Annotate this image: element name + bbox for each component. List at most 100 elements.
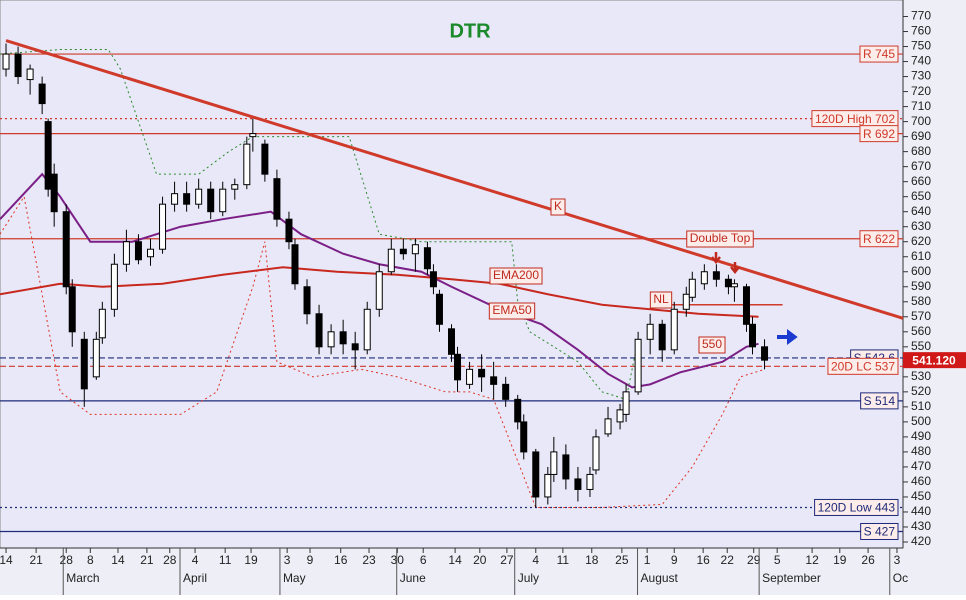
candle-body	[26, 68, 34, 81]
series-line	[0, 195, 765, 508]
candle-body	[285, 218, 293, 243]
y-tick-label: 590	[911, 279, 931, 293]
annotation-box	[698, 336, 726, 354]
y-tick-label: 520	[911, 384, 931, 398]
y-tick-label: 460	[911, 474, 931, 488]
candle-body	[435, 293, 443, 325]
level-label: R 745	[863, 47, 895, 61]
level-label: S 514	[864, 394, 896, 408]
x-tick-label: 3	[894, 553, 901, 567]
month-label: May	[283, 571, 306, 585]
candle-body	[315, 313, 323, 348]
x-tick-label: 16	[334, 553, 348, 567]
annotation: EMA200	[493, 268, 539, 282]
level-label-box	[859, 45, 899, 63]
candle-body	[291, 244, 299, 285]
x-tick-label: 19	[833, 553, 847, 567]
y-tick-label: 770	[911, 9, 931, 23]
x-tick-label: 21	[29, 553, 43, 567]
y-tick-label: 490	[911, 429, 931, 443]
month-label: Oc	[893, 571, 908, 585]
x-tick-label: 11	[219, 553, 232, 567]
candle-body	[592, 436, 600, 471]
candle-body	[14, 53, 22, 78]
candle-body	[183, 193, 191, 205]
candle-body	[423, 247, 431, 270]
candle-body	[98, 308, 106, 339]
candle-body	[110, 263, 118, 310]
y-tick-label: 640	[911, 204, 931, 218]
candle-body	[520, 421, 528, 453]
level-label: 120D Low 443	[818, 501, 896, 515]
candle-body	[303, 286, 311, 315]
arrow	[777, 329, 798, 345]
candle-body	[724, 278, 732, 288]
series-line	[0, 172, 759, 389]
candle-body	[249, 133, 257, 138]
level-label: 20D LC 537	[831, 360, 895, 374]
x-tick-label: 26	[861, 553, 875, 567]
y-tick-label: 530	[911, 369, 931, 383]
candle-body	[454, 353, 462, 381]
candle-body	[586, 473, 594, 490]
candle-body	[448, 328, 455, 355]
y-tick-label: 690	[911, 129, 931, 143]
candle-body	[399, 248, 407, 255]
candle-body	[616, 409, 624, 423]
candle-body	[195, 188, 203, 205]
x-tick-label: 12	[805, 553, 819, 567]
candle-body	[363, 308, 371, 351]
y-tick-label: 670	[911, 159, 931, 173]
level-label-box	[859, 125, 899, 143]
x-tick-label: 30	[391, 553, 405, 567]
candle-body	[134, 241, 142, 261]
last-price-label: 541.120	[912, 353, 956, 367]
candle-body	[502, 383, 510, 400]
x-tick-label: 27	[500, 553, 514, 567]
y-tick-label: 700	[911, 114, 931, 128]
annotation-box	[489, 267, 543, 285]
candle-body	[207, 188, 215, 213]
y-tick-label: 680	[911, 144, 931, 158]
candle-body	[604, 418, 612, 435]
x-tick-label: 28	[60, 553, 74, 567]
arrow	[730, 262, 740, 275]
x-tick-label: 22	[721, 553, 735, 567]
candle-body	[80, 338, 88, 390]
candle-body	[646, 323, 654, 340]
candle-body	[339, 331, 347, 345]
level-label-box	[811, 110, 899, 128]
candle-body	[490, 376, 498, 385]
y-tick-label: 430	[911, 519, 931, 533]
candle-body	[742, 286, 750, 325]
candle-body	[562, 454, 570, 480]
x-tick-label: 21	[140, 553, 154, 567]
x-tick-label: 9	[671, 553, 678, 567]
candle-body	[44, 121, 52, 190]
candle-body	[2, 53, 10, 70]
series-line	[0, 49, 639, 401]
x-tick-label: 23	[362, 553, 376, 567]
y-tick-label: 550	[911, 339, 931, 353]
candle-body	[712, 271, 720, 280]
candle-body	[92, 338, 100, 378]
candle-body	[411, 244, 419, 255]
candle-body	[219, 188, 227, 213]
x-tick-label: 25	[615, 553, 629, 567]
candle-body	[38, 83, 46, 105]
y-tick-label: 630	[911, 219, 931, 233]
candle-body	[514, 398, 522, 423]
level-label-box	[860, 392, 899, 410]
candle-body	[231, 184, 239, 190]
x-tick-label: 8	[87, 553, 94, 567]
candle-body	[700, 271, 708, 285]
candle-body	[351, 343, 359, 351]
y-tick-label: 720	[911, 84, 931, 98]
candle-body	[261, 143, 269, 175]
candle-body	[574, 478, 582, 490]
candle-body	[273, 178, 281, 220]
candle-body	[670, 308, 678, 351]
candle-body	[550, 451, 558, 475]
annotation: 550	[702, 337, 722, 351]
x-tick-label: 19	[244, 553, 258, 567]
